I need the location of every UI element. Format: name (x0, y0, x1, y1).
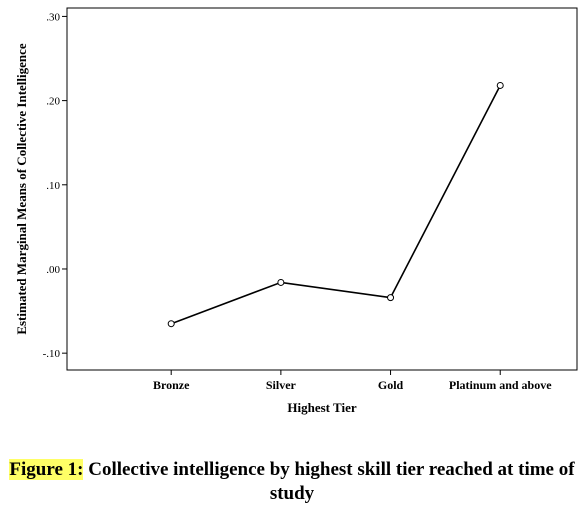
data-point (277, 278, 285, 286)
y-axis-title: Estimated Marginal Means of Collective I… (14, 43, 29, 335)
y-tick-label: .20 (46, 96, 60, 108)
y-axis: -.10 .00 .10 .20 .30 (43, 11, 67, 360)
y-tick-label: -.10 (43, 348, 61, 360)
x-tick-label: Platinum and above (449, 378, 552, 392)
plot-area (66, 7, 578, 371)
x-tick-label: Silver (266, 378, 297, 392)
y-tick-label: .30 (46, 11, 60, 23)
figure-caption-text: Collective intelligence by highest skill… (83, 459, 575, 504)
x-axis-title: Highest Tier (287, 400, 356, 415)
y-tick-label: .00 (46, 264, 60, 276)
y-tick-label: .10 (46, 180, 60, 192)
data-point (387, 294, 395, 302)
data-point (167, 320, 175, 328)
data-points (167, 81, 504, 328)
figure-label: Figure 1: (9, 459, 84, 480)
x-tick-label: Bronze (153, 378, 190, 392)
data-point (496, 81, 504, 89)
x-axis: Bronze Silver Gold Platinum and above (153, 370, 552, 392)
figure-caption: Figure 1: Collective intelligence by hig… (0, 458, 584, 506)
chart: -.10 .00 .10 .20 .30 Bronze Silver Gold Platinu… (14, 7, 578, 415)
series-line (170, 85, 501, 325)
x-tick-label: Gold (378, 378, 404, 392)
